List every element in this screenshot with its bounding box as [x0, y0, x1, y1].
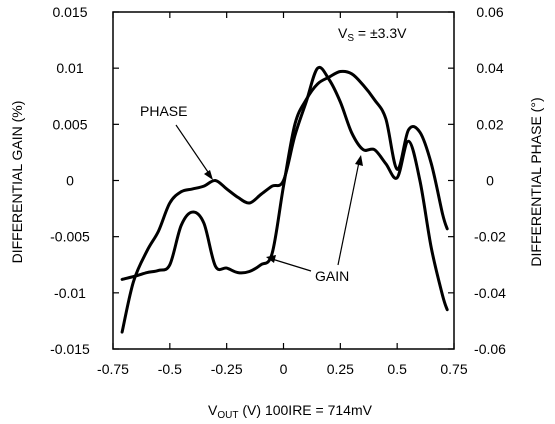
x-tick-label: 0.75 — [440, 361, 467, 377]
x-tick-label: 0.25 — [327, 361, 354, 377]
x-tick-label: 0.5 — [387, 361, 407, 377]
right-y-axis-ticks: 0.06 0.04 0.02 0 -0.02 -0.04 -0.06 — [448, 4, 506, 357]
left-y-tick-label: 0 — [66, 173, 74, 189]
series-line-gain — [120, 69, 449, 281]
right-y-tick-label: -0.06 — [474, 341, 506, 357]
gain-arrow-right — [337, 155, 363, 266]
phase-label: PHASE — [140, 103, 187, 119]
left-y-axis-title: DIFFERENTIAL GAIN (%) — [9, 101, 25, 264]
right-y-tick-label: 0 — [486, 173, 494, 189]
gain-label: GAIN — [315, 268, 349, 284]
left-y-tick-label: 0.015 — [52, 4, 87, 20]
right-y-tick-label: 0.04 — [476, 60, 503, 76]
left-y-axis-ticks: 0.015 0.01 0.005 0 -0.005 -0.01 -0.015 — [50, 4, 119, 357]
left-y-tick-label: 0.005 — [52, 116, 87, 132]
left-y-tick-label: -0.015 — [50, 341, 90, 357]
left-y-tick-label: -0.01 — [54, 285, 86, 301]
x-tick-label: -0.25 — [211, 361, 243, 377]
left-y-tick-label: 0.01 — [56, 60, 83, 76]
x-tick-label: 0 — [280, 361, 288, 377]
gain-arrow-left — [266, 255, 312, 272]
right-y-tick-label: -0.04 — [474, 285, 506, 301]
x-tick-label: -0.5 — [158, 361, 182, 377]
right-y-tick-label: -0.02 — [474, 229, 506, 245]
left-y-tick-label: -0.005 — [50, 229, 90, 245]
supply-voltage-annotation: VS = ±3.3V — [338, 25, 407, 44]
right-y-axis-title: DIFFERENTIAL PHASE (°) — [528, 97, 544, 266]
series-layer — [120, 65, 449, 334]
x-tick-label: -0.75 — [97, 361, 129, 377]
phase-arrow — [175, 124, 213, 180]
x-axis-title: VOUT (V) 100IRE = 714mV — [208, 402, 373, 421]
x-axis-ticks: -0.75 -0.5 -0.25 0 0.25 0.5 0.75 — [97, 12, 468, 377]
right-y-tick-label: 0.06 — [476, 4, 503, 20]
right-y-tick-label: 0.02 — [476, 116, 503, 132]
